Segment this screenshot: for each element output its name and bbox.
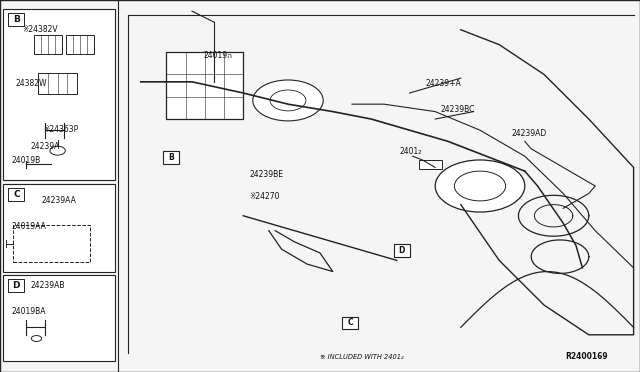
Text: ※24382V: ※24382V [22,25,58,33]
Bar [394,244,410,257]
Circle shape [435,160,525,212]
Bar [3,184,115,272]
Bar [3,9,115,180]
Text: C: C [348,318,353,327]
Bar [66,35,94,54]
Bar [13,225,90,262]
Bar [38,73,77,94]
Bar [34,35,62,54]
Text: 24382W: 24382W [16,78,47,87]
Text: D: D [399,246,404,255]
Text: 24239AB: 24239AB [31,281,65,290]
Circle shape [31,336,42,341]
Circle shape [454,171,506,201]
Bar [419,160,442,169]
Bar [163,151,179,164]
Text: 24239BC: 24239BC [440,105,475,114]
Text: 24239BE: 24239BE [250,170,284,179]
Bar [3,275,115,361]
Bar [8,188,24,201]
Text: 24239AD: 24239AD [512,129,547,138]
Text: 24239AA: 24239AA [42,196,76,205]
Text: 24239+A: 24239+A [426,78,461,87]
Circle shape [270,90,306,111]
Text: 24019B: 24019B [12,155,41,164]
Text: 24019ה: 24019ה [204,51,233,60]
Text: D: D [13,281,20,290]
Bar [166,52,243,119]
Circle shape [50,146,65,155]
Text: B: B [168,153,174,162]
Text: ※24363P: ※24363P [44,125,79,134]
Text: R2400169: R2400169 [565,352,608,361]
Bar [8,279,24,292]
Text: 24019BA: 24019BA [12,307,46,316]
Text: ※24270: ※24270 [250,192,280,201]
Text: C: C [13,190,20,199]
Text: 24019AA: 24019AA [12,222,46,231]
Text: 24239A: 24239A [31,142,60,151]
Text: ※ INCLUDED WITH 2401₂: ※ INCLUDED WITH 2401₂ [320,354,404,360]
Text: B: B [13,15,20,24]
Circle shape [253,80,323,121]
Bar [342,317,358,329]
Bar [8,13,24,26]
Text: 2401₂: 2401₂ [400,147,422,156]
